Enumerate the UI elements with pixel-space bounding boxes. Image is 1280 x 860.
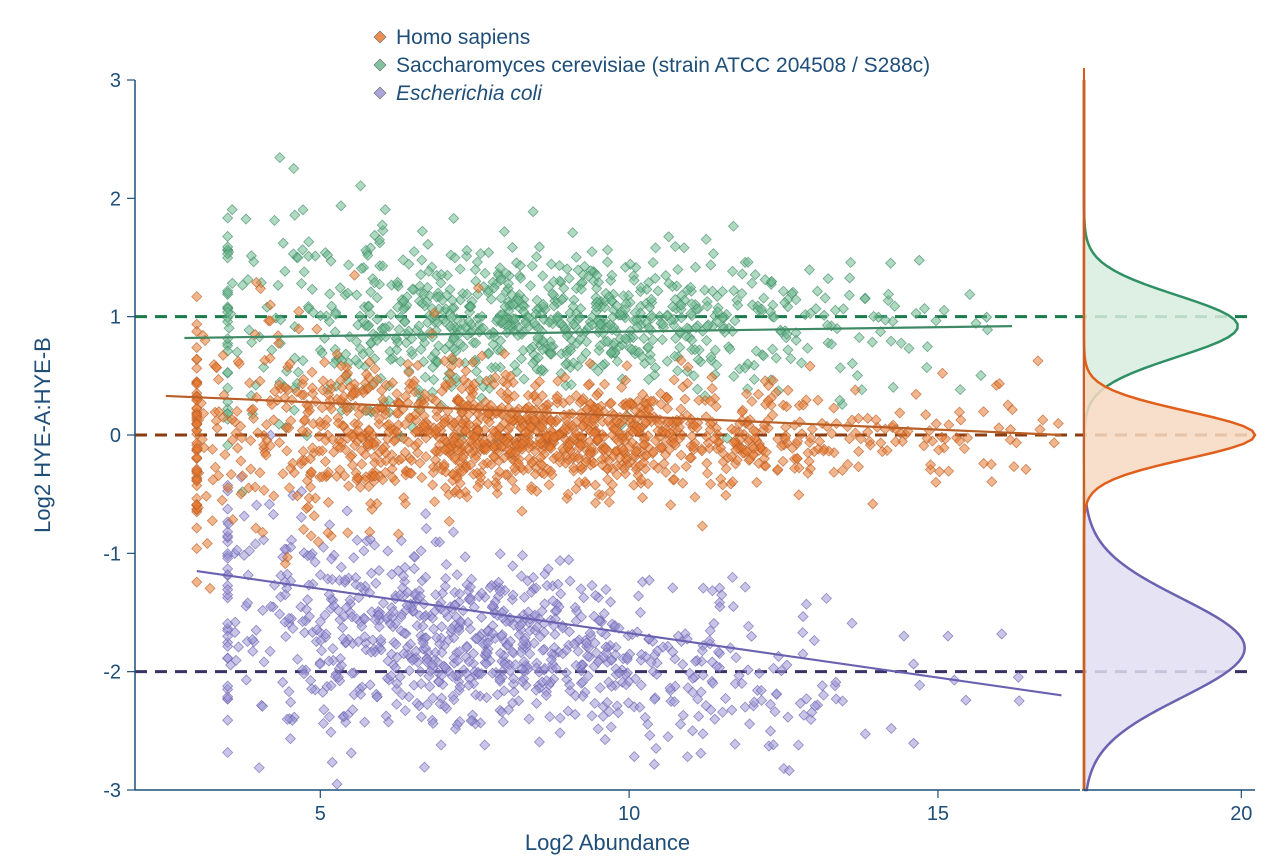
density-tick-label: 20 bbox=[1230, 803, 1252, 825]
y-tick-label: 2 bbox=[110, 188, 121, 210]
y-tick-label: -1 bbox=[103, 543, 121, 565]
y-tick-label: 3 bbox=[110, 70, 121, 92]
legend-label: Saccharomyces cerevisiae (strain ATCC 20… bbox=[396, 54, 930, 77]
x-tick-label: 15 bbox=[927, 803, 949, 825]
x-axis-label: Log2 Abundance bbox=[525, 830, 690, 855]
y-tick-label: 1 bbox=[110, 307, 121, 329]
x-tick-label: 5 bbox=[315, 803, 326, 825]
y-tick-label: -3 bbox=[103, 780, 121, 802]
x-tick-label: 10 bbox=[618, 803, 640, 825]
legend-label: Homo sapiens bbox=[396, 26, 530, 49]
y-tick-label: -2 bbox=[103, 662, 121, 684]
y-tick-label: 0 bbox=[110, 425, 121, 447]
legend-label: Escherichia coli bbox=[396, 82, 543, 105]
ma-plot: -3 -2 -1 0 1 2 3 5 10 15 Log2 Abundance Log2 HYE-A:… bbox=[0, 0, 1280, 860]
y-axis-label: Log2 HYE-A:HYE-B bbox=[30, 337, 55, 533]
